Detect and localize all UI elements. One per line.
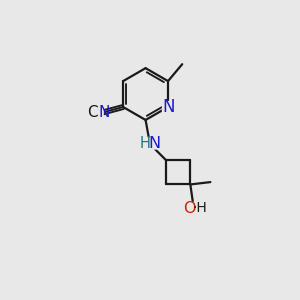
Text: C: C [87,105,98,120]
Text: H: H [139,136,150,151]
FancyBboxPatch shape [86,107,104,119]
Text: N: N [162,98,175,116]
Text: ·H: ·H [192,201,207,215]
Text: N: N [99,105,110,120]
Text: O: O [184,200,196,215]
Text: N: N [148,136,160,151]
FancyBboxPatch shape [184,202,200,214]
FancyBboxPatch shape [140,137,160,150]
FancyBboxPatch shape [162,101,176,113]
